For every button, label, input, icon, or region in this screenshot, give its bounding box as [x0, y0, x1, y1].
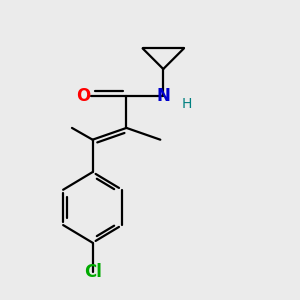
Text: O: O	[76, 86, 91, 104]
Text: Cl: Cl	[84, 263, 101, 281]
Text: H: H	[182, 98, 192, 111]
Text: N: N	[156, 86, 170, 104]
